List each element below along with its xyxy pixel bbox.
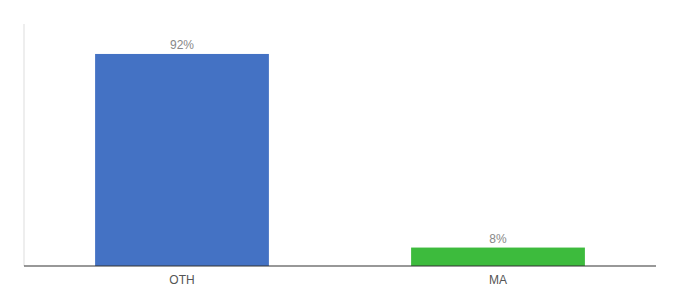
x-axis-line — [24, 265, 656, 266]
data-label: 92% — [170, 38, 194, 52]
y-axis-line — [24, 24, 25, 266]
chart-container: OTH MA 92% 8% — [0, 0, 680, 300]
bar — [95, 54, 269, 266]
x-tick-label: OTH — [169, 273, 194, 287]
plot-area: OTH MA 92% 8% — [24, 24, 656, 287]
x-tick-label: MA — [489, 273, 507, 287]
bar — [411, 248, 585, 266]
data-label: 8% — [489, 232, 507, 246]
chart-svg: OTH MA 92% 8% — [0, 0, 680, 300]
bars — [95, 54, 585, 266]
